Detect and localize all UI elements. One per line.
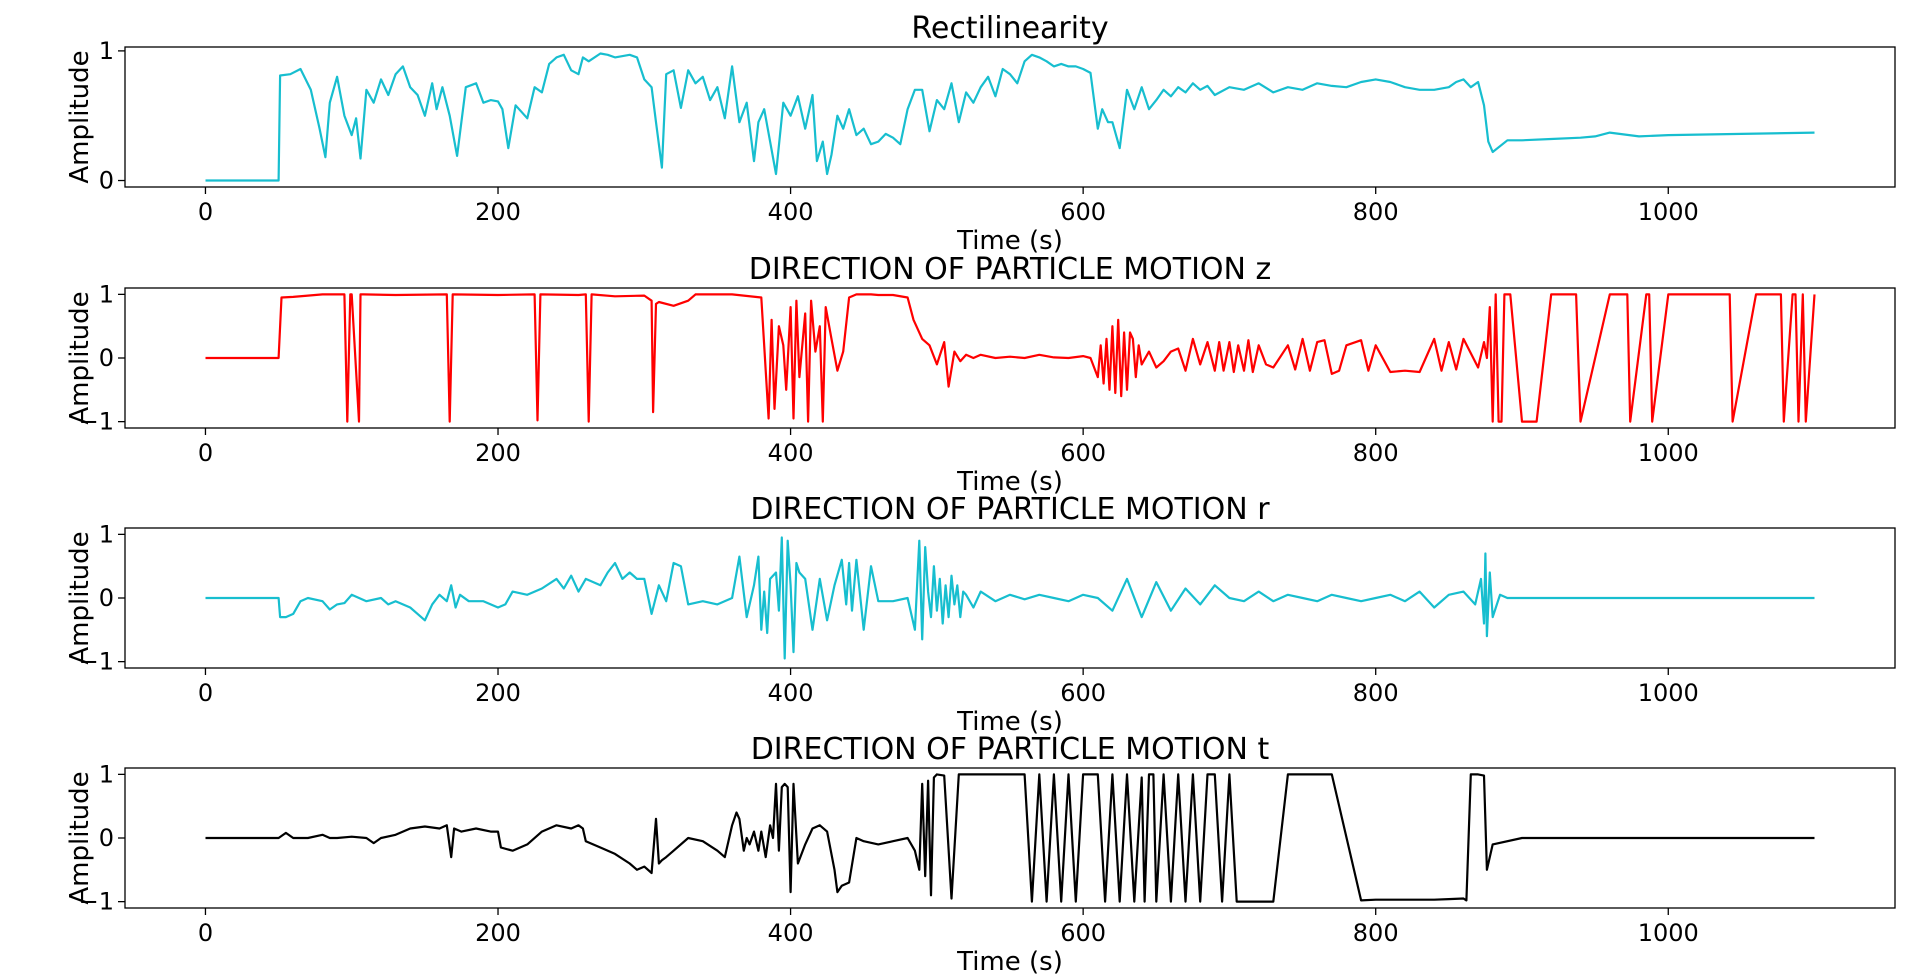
x-tick-label: 600	[1060, 919, 1106, 947]
y-tick-label: 0	[99, 344, 114, 372]
y-tick-label: 0	[99, 167, 114, 195]
x-tick-label: 200	[475, 198, 521, 226]
plot-frame	[124, 46, 1896, 188]
x-tick-label: 0	[198, 679, 213, 707]
y-tick-label: 0	[99, 584, 114, 612]
x-tick-label: 800	[1353, 679, 1399, 707]
series-line	[205, 293, 1816, 423]
y-axis-label: Amplitude	[65, 771, 95, 904]
series-line	[205, 773, 1815, 903]
y-tick-label: −1	[79, 888, 114, 916]
x-tick-label: 200	[475, 439, 521, 467]
x-tick-label: 0	[198, 198, 213, 226]
y-axis-label: Amplitude	[65, 291, 95, 424]
x-axis-label: Time (s)	[956, 707, 1063, 737]
y-tick-label: −1	[79, 648, 114, 676]
x-tick-label: 800	[1353, 198, 1399, 226]
x-tick-label: 400	[768, 919, 814, 947]
x-tick-label: 400	[768, 198, 814, 226]
subplot-2: DIRECTION OF PARTICLE MOTION z 0 200 400 600…	[65, 252, 1896, 497]
x-tick-label: 600	[1060, 439, 1106, 467]
x-tick-label: 1000	[1638, 198, 1699, 226]
x-tick-label: 600	[1060, 198, 1106, 226]
subplot-3: DIRECTION OF PARTICLE MOTION r 0 200 400 600…	[65, 492, 1896, 737]
chart-title: DIRECTION OF PARTICLE MOTION t	[751, 732, 1270, 767]
y-tick-label: 1	[99, 520, 114, 548]
x-tick-label: 400	[768, 439, 814, 467]
x-tick-label: 800	[1353, 439, 1399, 467]
x-tick-label: 400	[768, 679, 814, 707]
x-axis-label: Time (s)	[956, 467, 1063, 497]
series-line	[205, 52, 1815, 182]
x-tick-label: 1000	[1638, 679, 1699, 707]
x-tick-label: 1000	[1638, 919, 1699, 947]
y-axis-label: Amplitude	[65, 531, 95, 664]
x-axis-label: Time (s)	[956, 226, 1063, 256]
x-tick-label: 200	[475, 679, 521, 707]
y-tick-label: −1	[79, 408, 114, 436]
x-tick-label: 800	[1353, 919, 1399, 947]
x-tick-label: 0	[198, 439, 213, 467]
subplot-1: Rectilinearity 0 200 400 600 800 1000 0 1 Time (s…	[65, 11, 1896, 256]
y-tick-label: 1	[99, 280, 114, 308]
x-axis-label: Time (s)	[956, 947, 1063, 974]
y-axis-label: Amplitude	[65, 50, 95, 183]
x-tick-label: 200	[475, 919, 521, 947]
x-tick-label: 600	[1060, 679, 1106, 707]
y-tick-label: 1	[99, 37, 114, 65]
chart-title: DIRECTION OF PARTICLE MOTION r	[750, 492, 1270, 527]
y-tick-label: 1	[99, 760, 114, 788]
subplot-4: DIRECTION OF PARTICLE MOTION t 0 200 400 600…	[65, 732, 1896, 974]
series-line	[205, 536, 1815, 660]
chart-title: Rectilinearity	[911, 11, 1108, 46]
chart-title: DIRECTION OF PARTICLE MOTION z	[749, 252, 1272, 287]
x-tick-label: 1000	[1638, 439, 1699, 467]
y-tick-label: 0	[99, 824, 114, 852]
x-tick-label: 0	[198, 919, 213, 947]
